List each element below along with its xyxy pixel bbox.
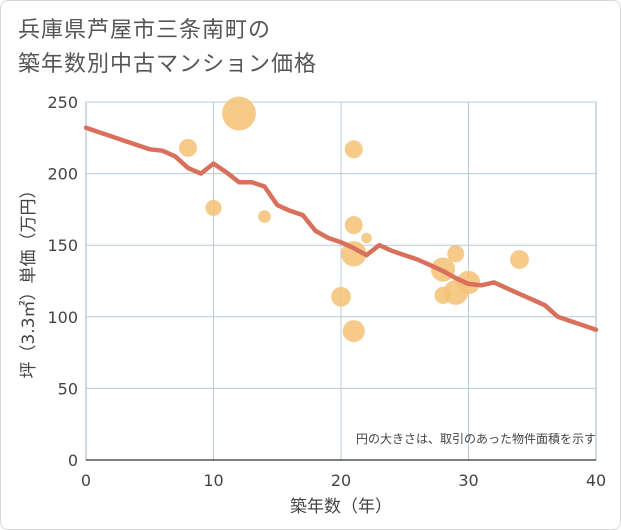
y-tick-label: 250 [47, 93, 78, 112]
y-tick-label: 100 [47, 308, 78, 327]
data-bubble [361, 232, 372, 244]
data-bubble [510, 250, 529, 269]
x-tick-label: 40 [586, 471, 606, 490]
x-tick-label: 10 [203, 471, 223, 490]
y-tick-label: 200 [47, 165, 78, 184]
x-tick-label: 0 [81, 471, 91, 490]
x-axis-label: 築年数（年） [290, 497, 392, 517]
x-tick-label: 30 [458, 471, 478, 490]
y-tick-label: 0 [68, 451, 78, 470]
data-bubble [342, 320, 365, 343]
data-bubble [344, 216, 363, 235]
trend-line [83, 125, 599, 332]
data-bubble [258, 210, 271, 223]
bubble-layer [179, 96, 529, 343]
data-bubble [447, 245, 465, 263]
trend-layer [83, 125, 599, 332]
data-bubble [179, 138, 197, 157]
data-bubble [222, 96, 256, 131]
x-tick-label: 20 [331, 471, 351, 490]
data-bubble [331, 286, 351, 307]
tick-layer: 0 50 100 150 200 250 0 10 20 30 40 [47, 93, 606, 490]
y-tick-label: 150 [47, 236, 78, 255]
y-axis-label: 坪（3.3㎡）単価（万円） [19, 181, 39, 378]
data-bubble [205, 199, 222, 217]
chart-title-line2: 築年数別中古マンション価格 [18, 52, 318, 77]
chart-title: 兵庫県芦屋市三条南町の 築年数別中古マンション価格 [18, 14, 317, 82]
y-tick-label: 50 [58, 379, 78, 398]
data-bubble [344, 140, 363, 159]
bubble-size-note: 円の大きさは、取引のあった物件面積を示す [356, 431, 596, 446]
grid-layer [85, 101, 597, 461]
chart-title-line1: 兵庫県芦屋市三条南町の [18, 18, 272, 43]
